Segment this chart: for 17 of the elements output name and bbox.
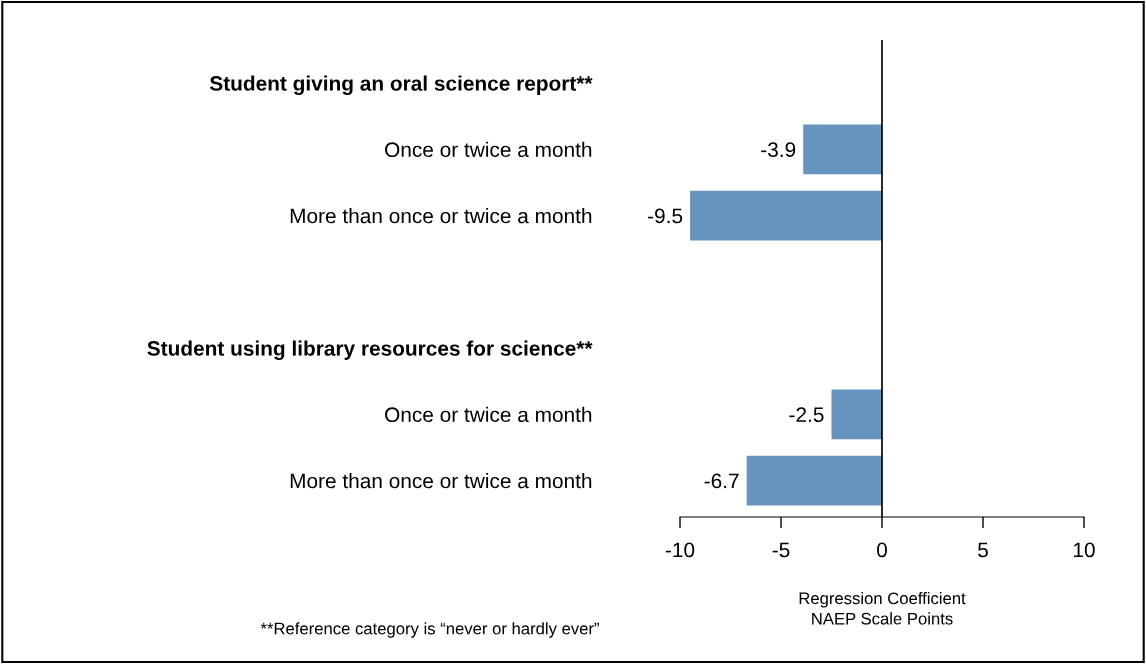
y-tick-label: More than once or twice a month bbox=[290, 473, 592, 489]
y-tick-label: Once or twice a month bbox=[385, 141, 592, 158]
x-tick-label: -10 bbox=[665, 542, 695, 558]
x-tick-label: 5 bbox=[978, 542, 988, 558]
data-label: -2.5 bbox=[789, 407, 824, 423]
y-tick-label: Student giving an oral science report** bbox=[209, 75, 593, 96]
y-tick-label: Once or twice a month bbox=[385, 406, 592, 423]
data-label: -6.7 bbox=[704, 473, 739, 489]
x-tick-label: 0 bbox=[877, 542, 887, 558]
y-tick-label: Student using library resources for science** bbox=[147, 340, 593, 361]
y-tick-label: More than once or twice a month bbox=[290, 208, 592, 224]
text: **Reference category is “never or hardly ever” bbox=[260, 622, 599, 638]
x-tick-label: -5 bbox=[772, 542, 790, 558]
data-label: -9.5 bbox=[648, 208, 683, 224]
data-label: -3.9 bbox=[761, 142, 796, 158]
x-tick-label: 10 bbox=[1074, 542, 1095, 558]
x-axis-title: Regression Coefficient NAEP Scale Points bbox=[799, 591, 966, 625]
